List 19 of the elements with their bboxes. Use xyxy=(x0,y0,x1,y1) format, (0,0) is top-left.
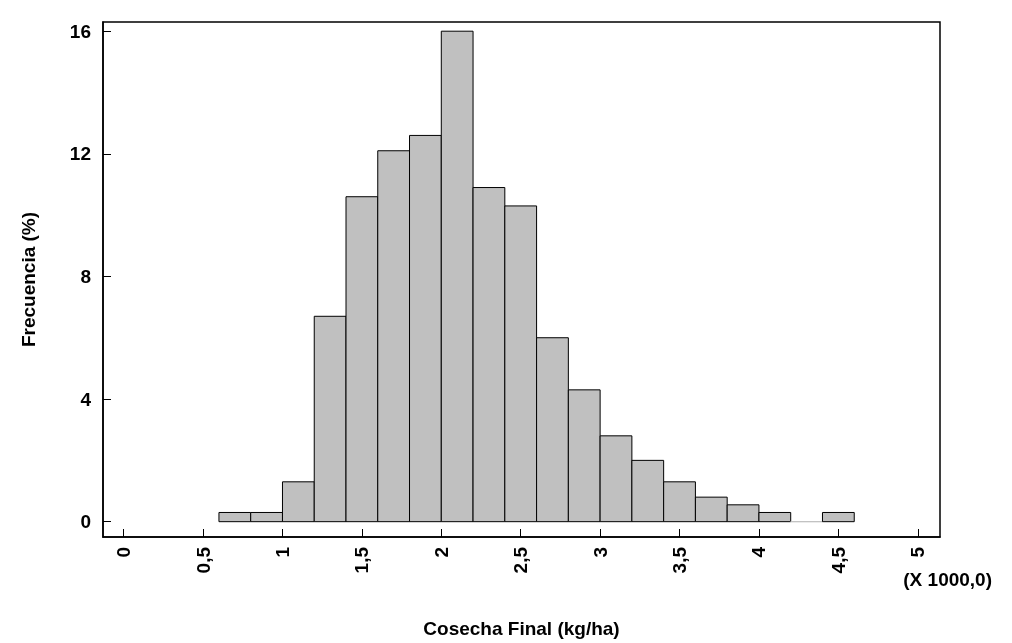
y-tick-label: 16 xyxy=(69,20,91,42)
y-tick-label: 0 xyxy=(80,511,91,533)
x-tick-label: 5 xyxy=(907,546,929,558)
y-tick-label: 4 xyxy=(80,388,92,410)
y-tick-label: 8 xyxy=(80,265,91,287)
y-axis-title: Frecuencia (%) xyxy=(18,211,39,348)
x-tick-label: 3 xyxy=(589,547,611,558)
x-tick-label: 3,5 xyxy=(669,546,691,574)
x-tick-label: 0,5 xyxy=(192,546,214,574)
x-tick-label: 4 xyxy=(748,546,770,558)
x-tick-label: 2,5 xyxy=(510,546,532,574)
x-tick-label: 1,5 xyxy=(351,546,373,574)
x-tick-label: 2 xyxy=(430,547,452,558)
x-tick-label: 1 xyxy=(271,546,293,558)
y-tick-label: 12 xyxy=(69,143,91,165)
x-axis-title: Cosecha Final (kg/ha) xyxy=(423,618,620,639)
text: (X 1000,0) xyxy=(903,569,993,590)
x-tick-label: 0 xyxy=(113,547,135,558)
x-tick-label: 4,5 xyxy=(827,546,849,574)
